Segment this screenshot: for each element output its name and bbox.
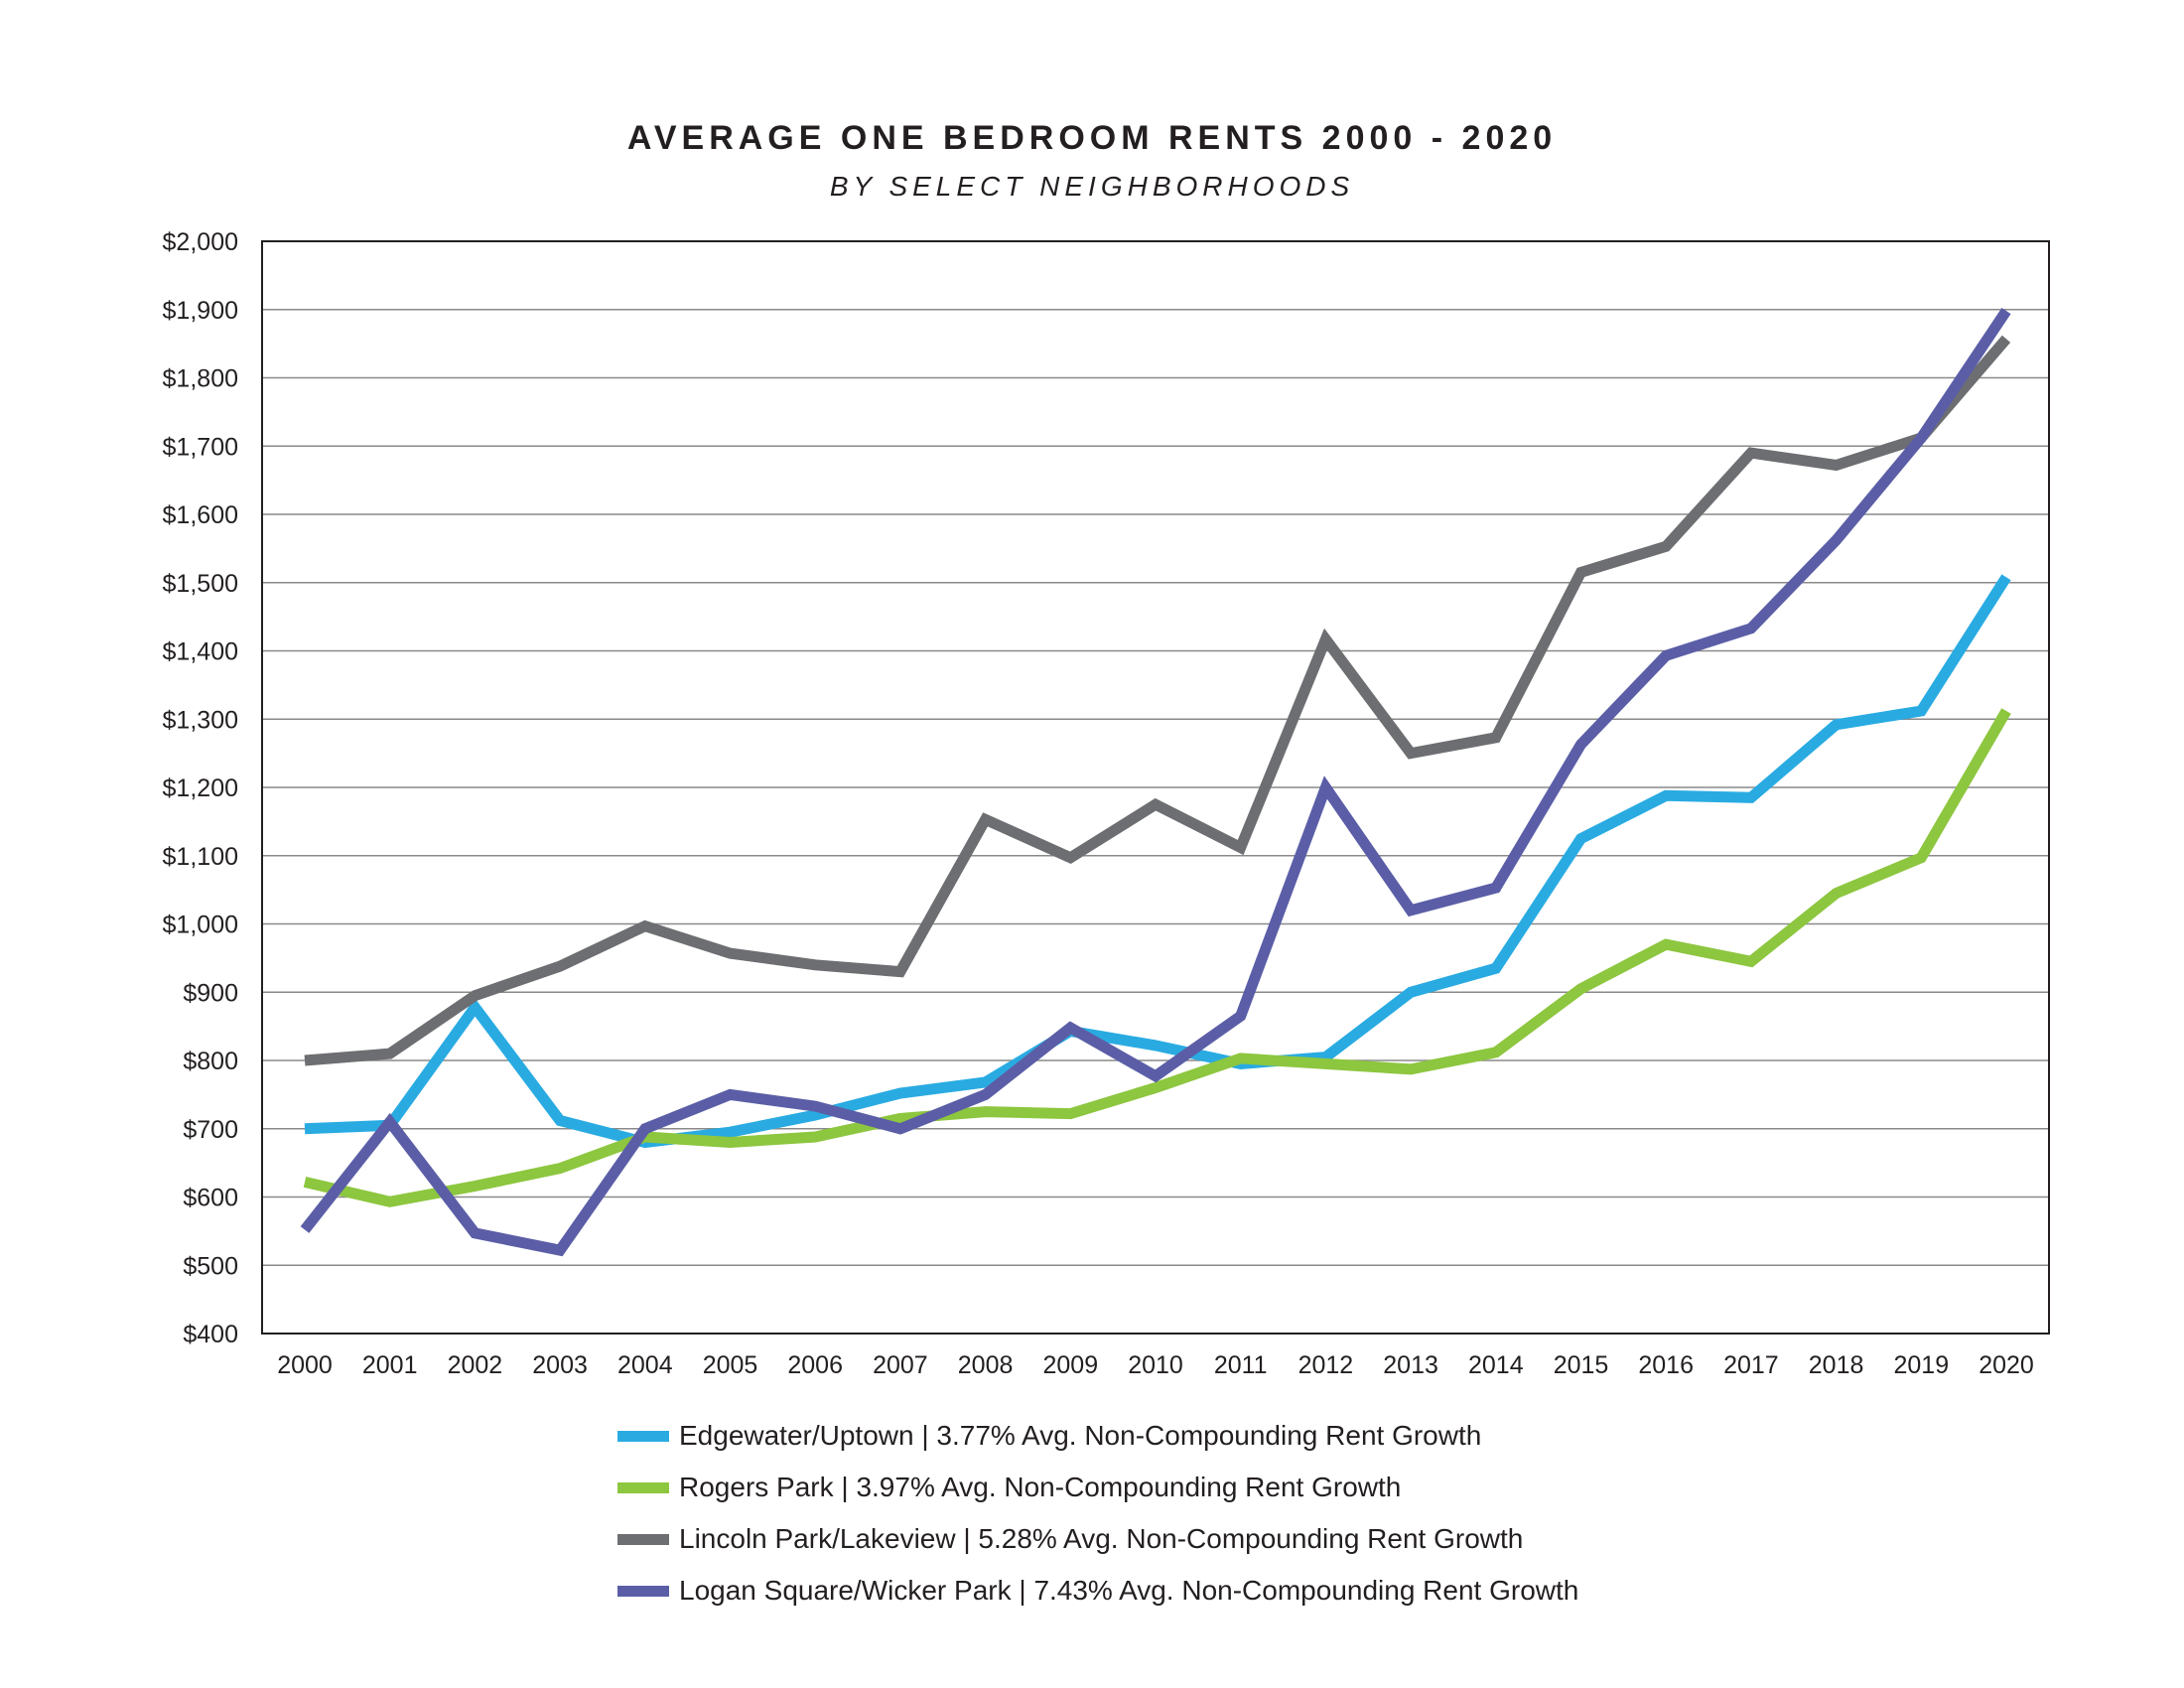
x-tick-label: 2013 — [1383, 1351, 1438, 1379]
y-tick-label: $1,300 — [163, 706, 238, 734]
x-tick-label: 2007 — [873, 1351, 928, 1379]
y-tick-label: $1,900 — [163, 297, 238, 325]
x-tick-label: 2004 — [617, 1351, 673, 1379]
x-tick-label: 2000 — [277, 1351, 333, 1379]
x-tick-label: 2017 — [1723, 1351, 1779, 1379]
y-tick-label: $1,000 — [163, 912, 238, 939]
x-tick-label: 2006 — [787, 1351, 843, 1379]
y-tick-label: $400 — [183, 1321, 238, 1348]
legend-label: Rogers Park | 3.97% Avg. Non-Compounding… — [679, 1472, 1402, 1502]
y-tick-label: $1,100 — [163, 843, 238, 871]
legend-swatch — [617, 1533, 669, 1545]
plot-frame — [261, 240, 2050, 1335]
y-tick-label: $1,600 — [163, 501, 238, 529]
chart-subtitle: BY SELECT NEIGHBORHOODS — [829, 171, 1355, 202]
legend-swatch — [617, 1481, 669, 1493]
legend-swatch — [617, 1585, 669, 1597]
series-line-3 — [300, 308, 2011, 1257]
y-tick-label: $800 — [183, 1048, 238, 1075]
y-tick-label: $2,000 — [163, 228, 238, 256]
x-tick-label: 2008 — [958, 1351, 1014, 1379]
x-tick-label: 2018 — [1809, 1351, 1864, 1379]
series-line-0 — [304, 574, 2011, 1149]
y-tick-label: $500 — [183, 1252, 238, 1280]
chart-title: AVERAGE ONE BEDROOM RENTS 2000 - 2020 — [626, 119, 1558, 157]
x-tick-label: 2005 — [703, 1351, 758, 1379]
x-tick-label: 2015 — [1554, 1351, 1609, 1379]
x-tick-label: 2001 — [362, 1351, 418, 1379]
series-line-2 — [304, 335, 2011, 1066]
y-axis-ticks: $400 $500 $600 $700 $800 $900 $1,000 $1,100 $1,2… — [163, 228, 238, 1348]
series-lines — [300, 308, 2011, 1257]
x-tick-label: 2016 — [1638, 1351, 1694, 1379]
x-tick-label: 2009 — [1042, 1351, 1098, 1379]
series-line-1 — [303, 708, 2011, 1207]
x-tick-label: 2010 — [1128, 1351, 1183, 1379]
y-tick-label: $900 — [183, 979, 238, 1007]
legend-label: Lincoln Park/Lakeview | 5.28% Avg. Non-C… — [679, 1523, 1524, 1554]
legend-item: Rogers Park | 3.97% Avg. Non-Compounding… — [617, 1462, 1578, 1513]
y-tick-label: $1,200 — [163, 774, 238, 802]
x-axis-ticks: 2000 2001 2002 2003 2004 2005 2006 2007 2008 2009… — [277, 1351, 2034, 1379]
y-tick-label: $1,400 — [163, 638, 238, 666]
legend-label: Edgewater/Uptown | 3.77% Avg. Non-Compou… — [679, 1420, 1482, 1451]
x-tick-label: 2014 — [1468, 1351, 1524, 1379]
legend-swatch — [617, 1430, 669, 1442]
x-tick-label: 2020 — [1979, 1351, 2034, 1379]
legend: Edgewater/Uptown | 3.77% Avg. Non-Compou… — [617, 1410, 1578, 1617]
x-tick-label: 2002 — [448, 1351, 503, 1379]
x-tick-label: 2011 — [1214, 1351, 1268, 1379]
y-tick-label: $1,700 — [163, 433, 238, 461]
legend-item: Lincoln Park/Lakeview | 5.28% Avg. Non-C… — [617, 1513, 1578, 1565]
x-tick-label: 2019 — [1893, 1351, 1949, 1379]
x-tick-label: 2012 — [1298, 1351, 1354, 1379]
legend-item: Edgewater/Uptown | 3.77% Avg. Non-Compou… — [617, 1410, 1578, 1462]
legend-label: Logan Square/Wicker Park | 7.43% Avg. No… — [679, 1575, 1579, 1606]
y-tick-label: $1,800 — [163, 365, 238, 393]
y-tick-label: $1,500 — [163, 570, 238, 598]
y-tick-label: $700 — [183, 1116, 238, 1144]
legend-item: Logan Square/Wicker Park | 7.43% Avg. No… — [617, 1565, 1578, 1617]
y-tick-label: $600 — [183, 1185, 238, 1212]
x-tick-label: 2003 — [532, 1351, 588, 1379]
